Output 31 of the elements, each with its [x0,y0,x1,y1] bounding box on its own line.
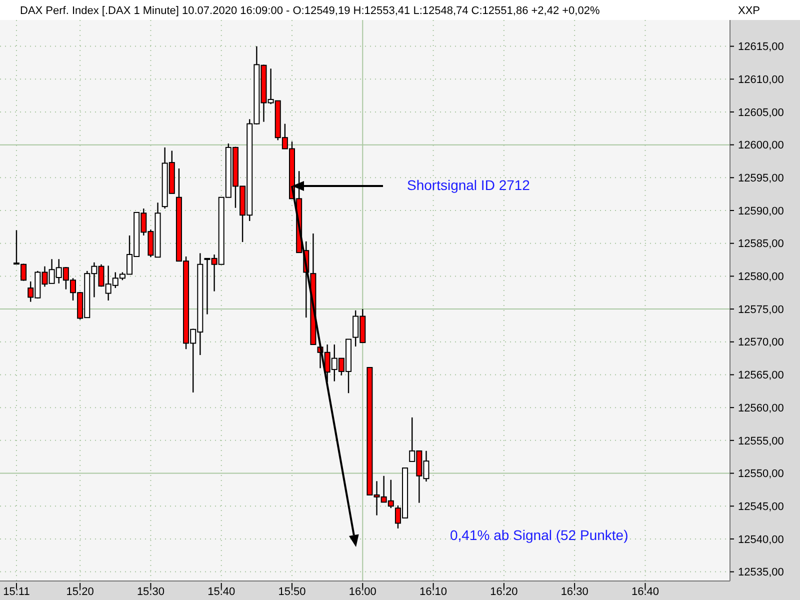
y-tick-label: 12610,00 [738,74,784,86]
y-tick-label: 12540,00 [738,534,784,546]
y-tick-label: 12605,00 [738,106,784,119]
y-tick-label: 12600,00 [738,140,784,152]
x-tick-label: 15:11 [3,586,30,598]
x-tick-label: 16:10 [420,586,448,598]
x-tick-label: 15:50 [278,586,306,598]
y-tick-label: 12545,00 [738,500,784,513]
y-tick-label: 12565,00 [738,370,784,382]
y-tick-label: 12570,00 [738,336,784,349]
y-tick-label: 12575,00 [738,304,784,316]
y-tick-label: 12580,00 [738,271,784,284]
annotation: Shortsignal ID 2712 [407,177,530,193]
y-tick-label: 12585,00 [738,238,784,250]
y-tick-label: 12590,00 [738,205,784,218]
y-tick-label: 12560,00 [738,402,784,414]
y-axis-title: XXP [738,5,760,17]
y-tick-label: 12550,00 [738,468,784,480]
y-tick-label: 12595,00 [738,172,784,185]
y-tick-label: 12555,00 [738,435,784,448]
y-tick-label: 12615,00 [738,41,784,54]
chart-title: DAX Perf. Index [.DAX 1 Minute] 10.07.2020 16:09:00 - O:12549,19 H:12553,41 L:12548,74 C:12551,86 +2,42 +0,02% [20,5,600,17]
y-tick-label: 12535,00 [738,566,784,579]
annotation: 0,41% ab Signal (52 Punkte) [450,527,628,543]
x-tick-label: 16:30 [560,586,588,598]
x-tick-label: 16:40 [631,586,659,598]
x-tick-label: 15:40 [208,586,236,598]
x-tick-label: 15:20 [66,586,94,598]
x-tick-label: 16:20 [490,586,518,598]
x-tick-label: 15:30 [136,586,164,598]
x-tick-label: 16:00 [348,586,376,598]
